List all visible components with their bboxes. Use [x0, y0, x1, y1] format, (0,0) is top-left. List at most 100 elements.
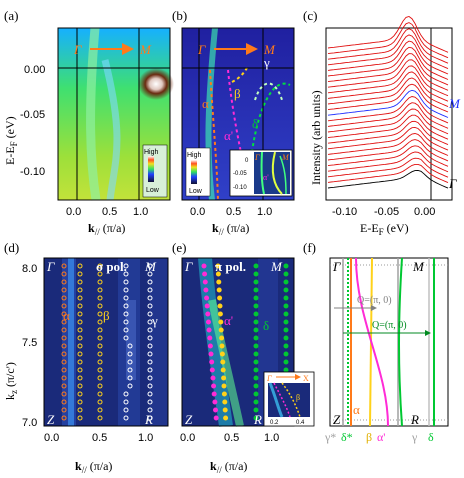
panel-f-label-alpha-prime: α'	[377, 430, 385, 444]
marker-dot-yellow	[97, 279, 103, 285]
edc-curve	[327, 126, 449, 151]
marker-dot-white	[147, 351, 153, 357]
marker-dot-white	[123, 279, 129, 285]
marker-dot-magenta	[211, 391, 217, 397]
marker-dot-magenta	[212, 399, 218, 405]
panel-b-alpha-prime: α'	[224, 128, 233, 143]
marker-dot-orange	[61, 383, 67, 389]
marker-dot-yellow	[77, 319, 83, 325]
marker-dot-yellow	[77, 335, 83, 341]
marker-dot-green	[283, 327, 289, 333]
edc-curve	[327, 16, 449, 53]
panel-a-ytick-2: -0.10	[20, 166, 45, 178]
panel-f-label: (f)	[303, 240, 316, 255]
marker-dot-green	[283, 279, 289, 285]
marker-dot-yellow	[221, 391, 227, 397]
panel-c-edc-curves	[327, 16, 449, 189]
panel-e-label: (e)	[172, 240, 186, 255]
svg-text:Intensity (arb units): Intensity (arb units)	[309, 90, 323, 185]
panel-f-label-gamma: γ	[411, 430, 418, 444]
marker-dot-yellow	[77, 295, 83, 301]
marker-dot-yellow	[97, 271, 103, 277]
marker-dot-magenta	[206, 319, 211, 325]
panel-b-gamma-band: γ	[263, 55, 270, 70]
edc-curve	[327, 133, 449, 156]
edc-curve	[327, 170, 449, 189]
panel-f-alpha: α	[353, 402, 360, 417]
marker-dot-green	[283, 351, 289, 357]
edc-curve	[327, 114, 449, 140]
marker-dot-magenta	[213, 407, 218, 413]
panel-d-xtick-1: 0.5	[92, 432, 107, 444]
marker-dot-yellow	[97, 415, 103, 421]
marker-dot-yellow	[77, 327, 83, 333]
marker-dot-yellow	[216, 279, 222, 285]
panel-e-pol: π pol.	[215, 259, 246, 274]
edc-curve	[327, 28, 449, 64]
marker-dot-green	[283, 319, 289, 325]
marker-dot-white	[123, 295, 129, 301]
marker-dot-orange	[61, 303, 67, 309]
marker-dot-white	[123, 335, 129, 341]
panel-e-alpha-prime: α'	[224, 313, 233, 328]
panel-e-inset-beta: β	[296, 393, 300, 402]
panel-f-q2: Q=(π, 0)	[372, 320, 407, 331]
panel-e-xtick-0: 0.0	[180, 432, 195, 444]
marker-dot-magenta	[211, 383, 217, 389]
marker-dot-magenta	[207, 335, 213, 341]
marker-dot-yellow	[217, 295, 223, 301]
marker-dot-yellow	[223, 415, 229, 421]
marker-dot-green	[253, 295, 259, 301]
panel-a-hotspot	[138, 68, 174, 100]
panel-d-xtick-2: 1.0	[138, 432, 153, 444]
marker-dot-white	[147, 303, 153, 309]
marker-dot-yellow	[97, 327, 103, 333]
marker-dot-magenta	[213, 415, 219, 421]
edc-curve	[327, 77, 449, 108]
marker-dot-white	[147, 279, 153, 285]
panel-c-xtick-1: -0.05	[374, 206, 399, 218]
edc-curve	[327, 71, 449, 102]
marker-dot-green	[253, 303, 259, 309]
panel-c-ylabel: Intensity (arb units)	[309, 90, 323, 185]
panel-b-colorbar-low: Low	[189, 188, 203, 195]
marker-dot-green	[253, 407, 259, 413]
panel-a-colorbar	[148, 156, 154, 182]
marker-dot-yellow	[97, 287, 103, 293]
marker-dot-yellow	[219, 335, 225, 341]
marker-dot-green	[283, 359, 289, 365]
marker-dot-orange	[61, 295, 67, 301]
panel-e-inset-gamma: Γ	[266, 374, 272, 383]
marker-dot-white	[123, 407, 129, 413]
marker-dot-green	[283, 311, 289, 317]
marker-dot-yellow	[97, 303, 103, 309]
marker-dot-white	[123, 327, 129, 333]
marker-dot-white	[147, 375, 153, 381]
marker-dot-yellow	[219, 351, 225, 357]
marker-dot-magenta	[209, 359, 215, 365]
marker-dot-magenta	[210, 375, 216, 381]
panel-f-m: M	[412, 259, 425, 274]
marker-dot-orange	[61, 311, 67, 317]
marker-dot-orange	[61, 279, 67, 285]
edc-curve	[327, 53, 449, 86]
panel-d-beta: β	[103, 308, 110, 323]
marker-dot-yellow	[97, 383, 103, 389]
marker-dot-orange	[61, 271, 67, 277]
panel-c-label: (c)	[303, 8, 317, 23]
marker-dot-green	[253, 287, 259, 293]
panel-e-dots	[201, 263, 289, 421]
marker-dot-orange	[61, 263, 67, 269]
panel-d-pol: σ pol.	[96, 259, 127, 274]
marker-dot-magenta	[201, 263, 207, 269]
marker-dot-yellow	[97, 319, 103, 325]
panel-f-z: Z	[333, 412, 341, 427]
panel-a-xlabel: k// (π/a)	[88, 221, 125, 237]
marker-dot-magenta	[202, 279, 208, 285]
edc-curve	[327, 40, 449, 75]
panel-d-ylabel: kz (π/c')	[3, 362, 19, 400]
marker-dot-white	[127, 351, 133, 357]
panel-c-m-label: M	[448, 96, 461, 111]
marker-dot-green	[253, 359, 259, 365]
